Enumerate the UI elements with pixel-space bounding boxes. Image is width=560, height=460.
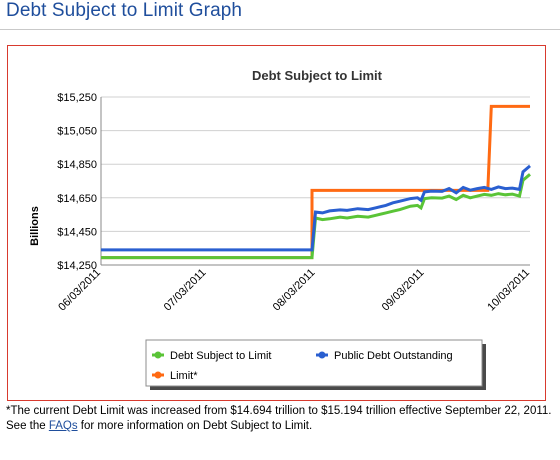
legend-marker-debt <box>154 351 162 359</box>
legend-box <box>145 339 483 387</box>
legend-label-debt: Debt Subject to Limit <box>170 350 272 362</box>
x-tick-label: 06/03/2011 <box>56 267 103 314</box>
series-layer <box>101 104 531 260</box>
title-divider <box>0 29 560 30</box>
series-line-debt <box>101 173 531 260</box>
y-tick-label: $15,250 <box>57 92 97 104</box>
x-tick-label: 10/03/2011 <box>485 267 532 314</box>
faqs-link[interactable]: FAQs <box>48 420 78 432</box>
x-tick-label: 09/03/2011 <box>380 267 427 314</box>
legend-marker-limit <box>154 371 162 379</box>
axes-layer <box>100 97 530 266</box>
footnote: *The current Debt Limit was increased fr… <box>6 404 554 434</box>
legend-label-public: Public Debt Outstanding <box>334 350 453 362</box>
y-tick-labels: $14,250 $14,450 $14,650 $14,850 $15,050 $15,2… <box>57 92 97 272</box>
x-tick-label: 08/03/2011 <box>271 267 318 314</box>
legend-label-limit: Limit* <box>170 370 198 382</box>
footnote-text-before: *The current Debt Limit was increased fr… <box>6 405 552 432</box>
y-tick-label: $15,050 <box>57 126 97 138</box>
page-title: Debt Subject to Limit Graph <box>6 0 243 21</box>
chart-title: Debt Subject to Limit <box>252 68 383 83</box>
y-tick-label: $14,850 <box>57 159 97 171</box>
series-line-public <box>101 164 531 252</box>
footnote-text-after: for more information on Debt Subject to … <box>77 420 313 432</box>
y-tick-label: $14,650 <box>57 193 97 205</box>
legend: Debt Subject to Limit Public Debt Outstan… <box>145 339 486 390</box>
y-tick-label: $14,450 <box>57 226 97 238</box>
legend-marker-public <box>318 351 326 359</box>
grid-layer <box>101 96 530 232</box>
x-tick-label: 07/03/2011 <box>162 267 209 314</box>
y-tick-label: $14,250 <box>57 260 97 272</box>
x-tick-labels: 06/03/2011 07/03/2011 08/03/2011 09/03/2011… <box>56 267 532 314</box>
y-axis-label: Billions <box>29 206 41 246</box>
